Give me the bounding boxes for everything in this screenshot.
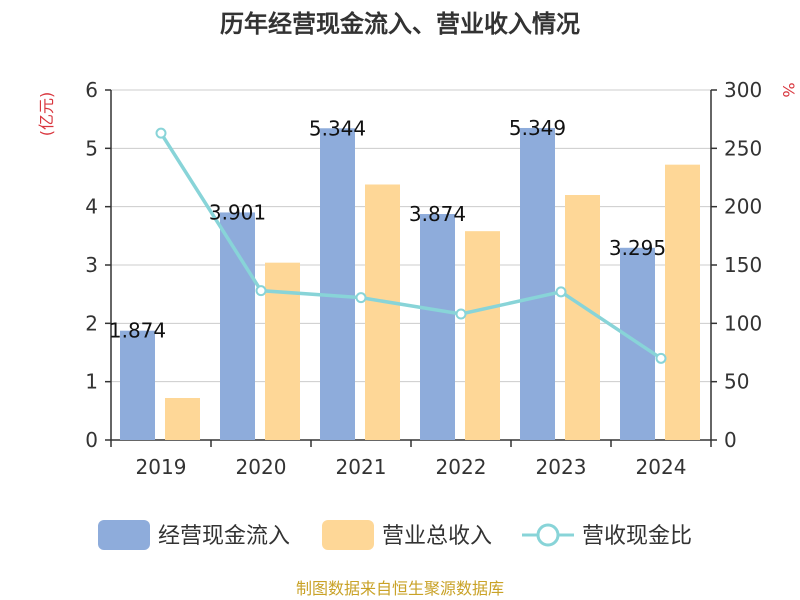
legend-item-ratio[interactable]: 营收现金比 [522,523,692,549]
data-source-note: 制图数据来自恒生聚源数据库 [296,579,504,598]
legend-swatch-revenue [322,520,374,550]
data-label: 3.874 [409,202,466,226]
data-labels: 1.874 3.901 5.344 3.874 5.349 3.295 [109,116,666,343]
x-axis-tick-label: 2024 [636,455,687,479]
ratio-line-point [355,292,367,304]
ratio-line-point [655,352,667,364]
data-label: 3.901 [209,200,266,224]
left-axis-tick-label: 2 [85,311,98,335]
right-axis-tick-label: 300 [724,78,762,102]
bar-cash-inflow [220,212,255,440]
legend-label-revenue: 营业总收入 [382,524,492,549]
bars [120,127,700,440]
right-axis-tick-label: 150 [724,253,762,277]
left-axis-tick-label: 6 [85,78,98,102]
x-axis-tick-label: 2020 [236,455,287,479]
legend-label-ratio: 营收现金比 [582,524,692,549]
data-label: 5.349 [509,116,566,140]
right-axis-tick-label: 100 [724,311,762,335]
ratio-line-point [255,285,267,297]
right-axis-unit: % [779,82,798,97]
bar-revenue [265,262,300,440]
left-axis-tick-label: 5 [85,136,98,160]
x-axis-tick-label: 2021 [336,455,387,479]
x-axis-tick-label: 2019 [136,455,187,479]
bar-cash-inflow [120,330,155,440]
ratio-line-point [155,127,167,139]
bar-revenue [365,184,400,440]
bar-revenue [665,164,700,440]
right-axis: 0 50 100 150 200 250 300 [710,78,762,452]
bar-cash-inflow [520,127,555,440]
legend-label-cash-inflow: 经营现金流入 [158,524,290,549]
legend-marker-ratio [536,523,560,547]
x-axis: 2019 2020 2021 2022 2023 2024 [110,439,712,479]
left-axis: 0 1 2 3 4 5 6 [85,78,112,452]
ratio-line-path [159,132,662,360]
ratio-line-point [455,308,467,320]
ratio-line-point [555,286,567,298]
legend-swatch-cash-inflow [98,520,150,550]
left-axis-tick-label: 4 [85,195,98,219]
bar-revenue [565,195,600,440]
data-label: 1.874 [109,319,166,343]
legend-item-revenue[interactable]: 营业总收入 [322,520,492,550]
bar-cash-inflow [420,214,455,440]
gridlines [111,89,711,383]
data-label: 3.295 [609,236,666,260]
legend: 经营现金流入 营业总收入 营收现金比 [98,520,692,550]
ratio-line [155,127,667,364]
x-axis-tick-label: 2022 [436,455,487,479]
legend-item-cash-inflow[interactable]: 经营现金流入 [98,520,290,550]
data-label: 5.344 [309,116,366,140]
right-axis-tick-label: 0 [724,428,737,452]
bar-revenue [465,231,500,440]
bar-cash-inflow [320,128,355,440]
right-axis-tick-label: 50 [724,370,749,394]
bar-revenue [165,398,200,440]
right-axis-tick-label: 250 [724,136,762,160]
x-axis-tick-label: 2023 [536,455,587,479]
left-axis-tick-label: 0 [85,428,98,452]
left-axis-unit: (亿元) [37,92,56,137]
left-axis-tick-label: 1 [85,370,98,394]
left-axis-tick-label: 3 [85,253,98,277]
chart-title: 历年经营现金流入、营业收入情况 [220,10,580,38]
right-axis-tick-label: 200 [724,195,762,219]
